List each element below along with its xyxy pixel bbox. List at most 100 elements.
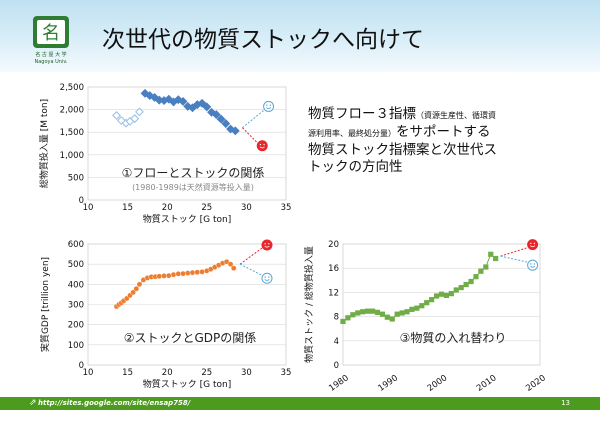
university-logo: 名 名 古 屋 大 学 Nagoya Univ. [31, 16, 71, 66]
page-title: 次世代の物質ストックへ向けて [102, 27, 424, 53]
y-tick-label: 2,500 [60, 83, 84, 93]
data-point [178, 97, 188, 106]
description-line2-main: をサポートする [396, 124, 491, 140]
data-point [448, 291, 454, 297]
description-line-4: トックの方向性 [308, 159, 403, 175]
x-tick-label: 30 [241, 203, 252, 213]
data-point [184, 270, 191, 276]
y-axis-title: 実質GDP [trillion yen] [39, 257, 51, 352]
data-point [404, 309, 410, 315]
description-line1-small: （資源生産性、循環資 [416, 111, 496, 120]
data-point [211, 110, 221, 120]
x-tick-label: 2010 [475, 373, 498, 394]
x-axis-title: 物質ストック [G ton] [143, 378, 231, 390]
smiley-face-icon-upper [527, 239, 539, 251]
data-point [384, 314, 390, 320]
data-point [194, 269, 201, 276]
data-point [180, 270, 186, 277]
data-point [360, 309, 366, 315]
chart-stock-gdp: 0 100 200 300 400 500 600 10 15 20 25 30 35 物質ストック [G… [39, 239, 291, 390]
data-point [216, 114, 226, 124]
smiley-face-icon-lower-mouth [259, 146, 265, 149]
x-tick-label: 25 [201, 368, 212, 378]
y-tick-label: 1,000 [60, 151, 84, 161]
data-point [369, 308, 376, 314]
data-point [424, 300, 430, 306]
x-tick-label: 15 [122, 368, 133, 378]
x-tick-label: 25 [201, 203, 212, 213]
y-tick-label: 500 [68, 260, 84, 270]
data-point [394, 311, 400, 317]
smiley-face-icon-upper [263, 100, 275, 112]
smiley-face-icon-lower-mouth [264, 278, 270, 281]
x-tick-label: 20 [162, 368, 173, 378]
page-number: 13 [561, 399, 570, 407]
y-axis-title: 総物質投入量 [M ton] [38, 99, 50, 188]
smiley-face-icon-lower-eye-right [268, 276, 270, 278]
data-point [189, 269, 196, 276]
plot-area [342, 243, 541, 366]
description-line2-small: 源利用率、最終処分量） [308, 129, 396, 138]
data-point [199, 269, 205, 275]
description-text: 物質フロー３指標（資源生産性、循環資 源利用率、最終処分量）をサポートする 物質… [308, 106, 553, 176]
chart-caption: ②ストックとGDPの関係 [124, 331, 257, 345]
data-point [488, 251, 494, 257]
data-point [389, 316, 395, 322]
smiley-face-icon-upper-eye-right [269, 104, 272, 106]
smiley-face-icon-upper-mouth [264, 245, 270, 248]
data-point [133, 285, 140, 292]
data-point [130, 114, 140, 124]
x-tick-label: 1990 [377, 373, 400, 394]
y-tick-label: 200 [68, 321, 84, 331]
y-tick-label: 12 [328, 288, 339, 298]
data-point [463, 281, 469, 288]
footer-url[interactable]: http://sites.google.com/site/ensap758/ [38, 399, 191, 407]
data-point [433, 293, 440, 299]
smiley-face-icon-upper-eye-left [530, 242, 532, 245]
data-point [221, 119, 231, 129]
data-point [478, 268, 484, 274]
data-point [458, 284, 464, 291]
smiley-face-icon-upper-mouth [265, 107, 272, 109]
smiley-face-icon-lower-eye-left [264, 276, 266, 278]
y-tick-label: 8 [334, 313, 339, 323]
smiley-face-icon-upper-eye-left [266, 104, 268, 106]
x-tick-label: 35 [281, 203, 292, 213]
x-axis-title: 物質ストック [G ton] [143, 213, 231, 225]
data-point [230, 126, 240, 136]
data-point [227, 261, 234, 267]
y-tick-label: 0 [79, 361, 84, 371]
smiley-face-icon-lower-eye-right [263, 143, 265, 146]
description-line-2: 源利用率、最終処分量）をサポートする [308, 124, 553, 142]
smiley-face-icon-upper-circle [527, 239, 539, 251]
smiley-face-icon-lower [256, 140, 268, 152]
x-tick-label: 20 [162, 203, 173, 213]
y-tick-label: 600 [68, 240, 84, 250]
data-point [175, 271, 182, 277]
smiley-face-icon-upper [261, 239, 273, 251]
data-point [135, 107, 144, 117]
y-tick-label: 20 [328, 240, 339, 250]
data-point [493, 255, 499, 262]
chart-flow-stock: 0 500 1,000 1,500 2,000 2,500 10 15 20 25 30 35 物質スト… [38, 83, 292, 225]
chart-turnover: 0 4 8 12 16 20 1980 1990 2000 2010 2020 物質ストック / 総物… [303, 239, 548, 394]
description-line1-main: 物質フロー３指標 [308, 106, 416, 122]
projection-arrow-down [500, 255, 528, 263]
smiley-face-icon-upper-mouth [530, 245, 536, 248]
data-point [130, 289, 136, 296]
data-point [473, 274, 479, 280]
y-tick-label: 1,500 [60, 128, 84, 138]
data-point [355, 310, 361, 316]
x-tick-label: 2020 [524, 373, 547, 394]
y-tick-label: 0 [334, 361, 339, 371]
data-point [112, 111, 121, 120]
data-point [350, 312, 356, 318]
smiley-face-icon-upper-circle [261, 239, 273, 251]
smiley-face-icon-lower-circle [261, 272, 273, 284]
y-tick-label: 16 [328, 264, 339, 274]
x-tick-label: 15 [122, 203, 133, 213]
description-line-1: 物質フロー３指標（資源生産性、循環資 [308, 106, 553, 124]
smiley-face-icon-lower-eye-left [259, 143, 262, 146]
data-point [419, 303, 425, 309]
